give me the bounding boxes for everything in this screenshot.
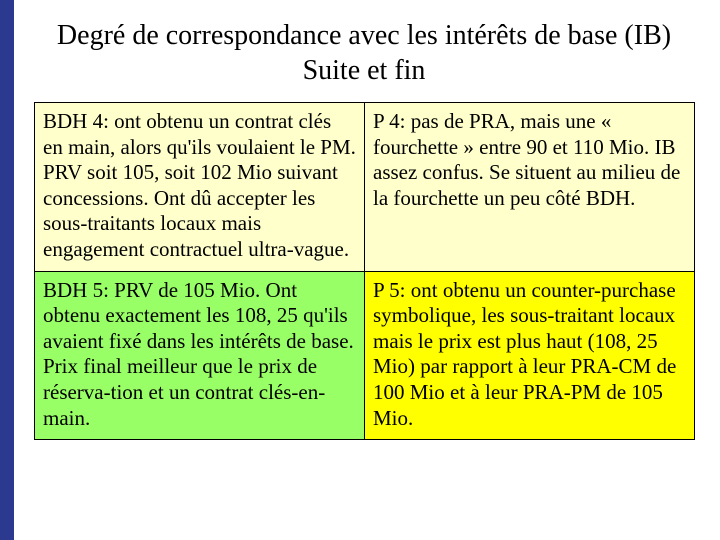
slide: Degré de correspondance avec les intérêt… xyxy=(0,0,720,540)
page-title: Degré de correspondance avec les intérêt… xyxy=(30,18,698,88)
title-line-2: Suite et fin xyxy=(303,55,426,86)
accent-bar xyxy=(0,0,14,540)
cell-p4: P 4: pas de PRA, mais une « fourchette »… xyxy=(365,103,695,272)
table-row: BDH 5: PRV de 105 Mio. Ont obtenu exacte… xyxy=(35,271,695,440)
content-table: BDH 4: ont obtenu un contrat clés en mai… xyxy=(34,102,695,440)
title-line-1: Degré de correspondance avec les intérêt… xyxy=(57,20,671,51)
cell-bdh5: BDH 5: PRV de 105 Mio. Ont obtenu exacte… xyxy=(35,271,365,440)
table-row: BDH 4: ont obtenu un contrat clés en mai… xyxy=(35,103,695,272)
cell-bdh4: BDH 4: ont obtenu un contrat clés en mai… xyxy=(35,103,365,272)
cell-p5: P 5: ont obtenu un counter-purchase symb… xyxy=(365,271,695,440)
